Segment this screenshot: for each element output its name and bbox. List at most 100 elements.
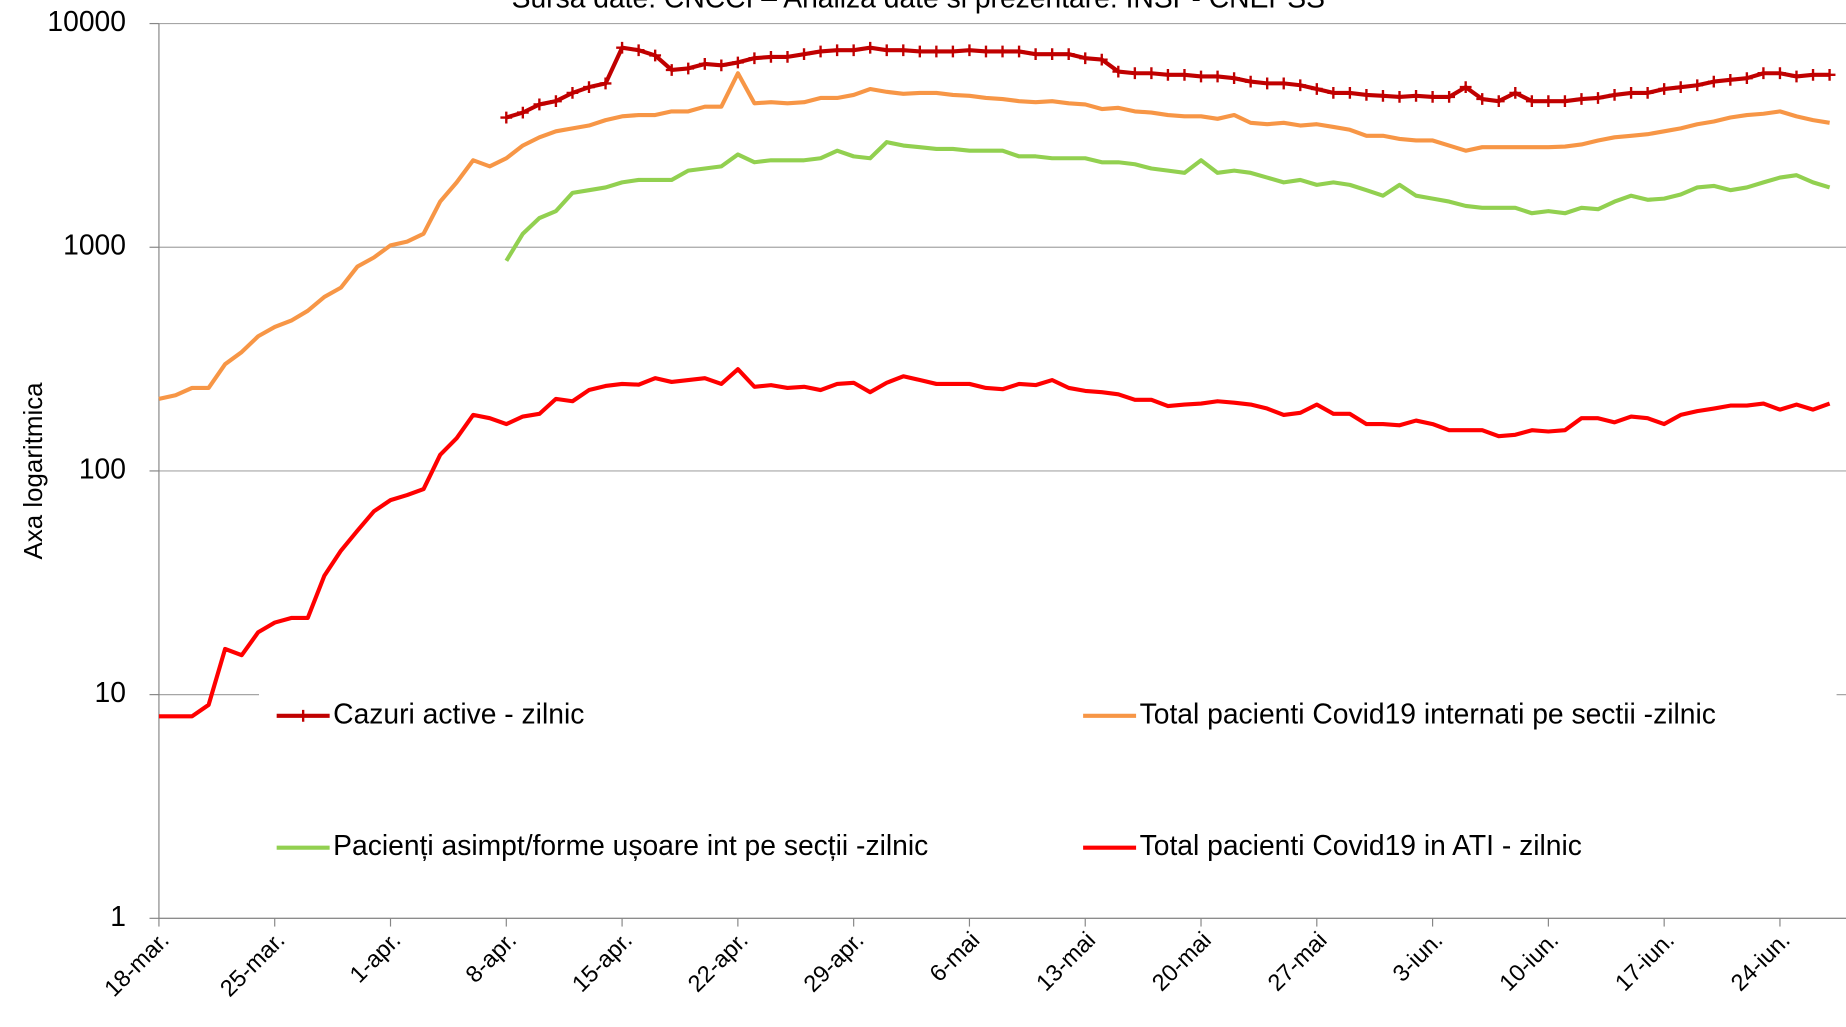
point-marker: [748, 52, 761, 65]
x-tick-label: 24-iun.: [1726, 927, 1795, 996]
point-marker: [1790, 70, 1803, 83]
x-tick-label: 25-mar.: [215, 927, 290, 1002]
point-marker: [1575, 93, 1588, 105]
legend-marker: [297, 709, 310, 722]
point-marker: [1608, 88, 1621, 101]
point-marker: [1029, 48, 1042, 61]
point-marker: [1344, 86, 1356, 99]
point-marker: [533, 98, 546, 111]
point-marker: [1062, 48, 1075, 61]
point-marker: [1162, 68, 1174, 81]
point-marker: [649, 49, 662, 62]
legend-label: Total pacienti Covid19 in ATI - zilnic: [1140, 829, 1582, 861]
y-tick-label: 10000: [47, 5, 126, 37]
point-marker: [1625, 86, 1637, 99]
y-tick-label: 100: [79, 452, 126, 484]
point-marker: [1509, 86, 1522, 99]
point-marker: [1095, 53, 1108, 66]
point-marker: [1658, 83, 1671, 95]
point-marker: [1128, 67, 1141, 80]
point-marker: [1707, 75, 1720, 88]
point-marker: [913, 45, 926, 58]
point-marker: [1360, 88, 1373, 101]
x-tick-label: 18-mar.: [99, 927, 174, 1002]
point-marker: [1310, 83, 1323, 95]
point-marker: [947, 45, 959, 58]
point-marker: [599, 77, 612, 90]
x-tick-label: 15-apr.: [567, 927, 637, 997]
point-marker: [1277, 77, 1290, 90]
series-line: [504, 140, 1831, 262]
point-marker: [1228, 72, 1240, 85]
legend-label: Total pacienti Covid19 internati pe sect…: [1140, 697, 1716, 729]
x-tick-label: 3-iun.: [1388, 927, 1448, 987]
x-tick-label: 17-iun.: [1610, 927, 1679, 996]
series-line: [158, 71, 1830, 401]
point-marker: [583, 81, 595, 93]
point-marker: [731, 56, 744, 69]
point-marker: [1740, 72, 1753, 85]
point-marker: [1195, 70, 1207, 83]
point-marker: [1178, 68, 1191, 81]
point-marker: [1377, 90, 1389, 102]
point-marker: [1757, 67, 1770, 80]
x-tick-label: 20-mai: [1147, 927, 1216, 996]
point-marker: [963, 44, 976, 57]
x-tick-label: 8-apr.: [460, 927, 521, 988]
point-marker: [864, 41, 877, 54]
point-marker: [1443, 91, 1456, 103]
x-tick-label: 13-mai: [1031, 927, 1100, 996]
y-axis-label: Axa logaritmica: [20, 382, 48, 560]
point-marker: [500, 111, 513, 124]
point-marker: [847, 44, 860, 57]
point-marker: [814, 45, 827, 58]
point-marker: [1046, 48, 1059, 61]
y-tick-label: 10: [95, 676, 126, 708]
point-marker: [1542, 95, 1555, 108]
point-marker: [566, 86, 579, 99]
point-marker: [1807, 68, 1819, 81]
y-tick-label: 1: [110, 900, 126, 932]
point-marker: [1244, 75, 1257, 88]
point-marker: [1674, 81, 1687, 93]
x-tick-label: 6-mai: [924, 927, 984, 987]
point-marker: [550, 95, 562, 108]
x-tick-label: 22-apr.: [683, 927, 753, 997]
point-marker: [1327, 86, 1340, 99]
point-marker: [1724, 74, 1737, 86]
point-marker: [1823, 68, 1836, 81]
y-tick-label: 1000: [63, 229, 126, 261]
point-marker: [1393, 91, 1406, 103]
point-marker: [682, 62, 695, 75]
point-marker: [1476, 93, 1489, 105]
point-marker: [1691, 79, 1704, 92]
x-tick-label: 29-apr.: [798, 927, 868, 997]
point-marker: [1112, 65, 1125, 78]
point-marker: [930, 45, 943, 58]
point-marker: [1079, 52, 1092, 65]
x-tick-label: 10-iun.: [1494, 927, 1563, 996]
point-marker: [1559, 95, 1571, 108]
point-marker: [980, 45, 992, 58]
point-marker: [765, 50, 777, 63]
point-marker: [632, 44, 645, 57]
point-marker: [516, 106, 529, 119]
point-marker: [1211, 70, 1224, 83]
point-marker: [1525, 95, 1538, 108]
x-tick-label: 27-mai: [1263, 927, 1332, 996]
point-marker: [1410, 90, 1422, 102]
point-marker: [831, 44, 844, 57]
point-marker: [1294, 79, 1307, 92]
legend-label: Pacienți asimpt/forme ușoare int pe secț…: [333, 829, 928, 861]
point-marker: [897, 44, 910, 57]
legend-background: [259, 676, 1837, 889]
point-marker: [1641, 86, 1654, 99]
point-marker: [715, 59, 728, 72]
point-marker: [798, 48, 810, 61]
point-marker: [1426, 91, 1439, 103]
legend-label: Cazuri active - zilnic: [333, 697, 584, 729]
point-marker: [1592, 92, 1604, 104]
x-tick-label: 1-apr.: [345, 927, 406, 988]
point-marker: [880, 44, 893, 57]
